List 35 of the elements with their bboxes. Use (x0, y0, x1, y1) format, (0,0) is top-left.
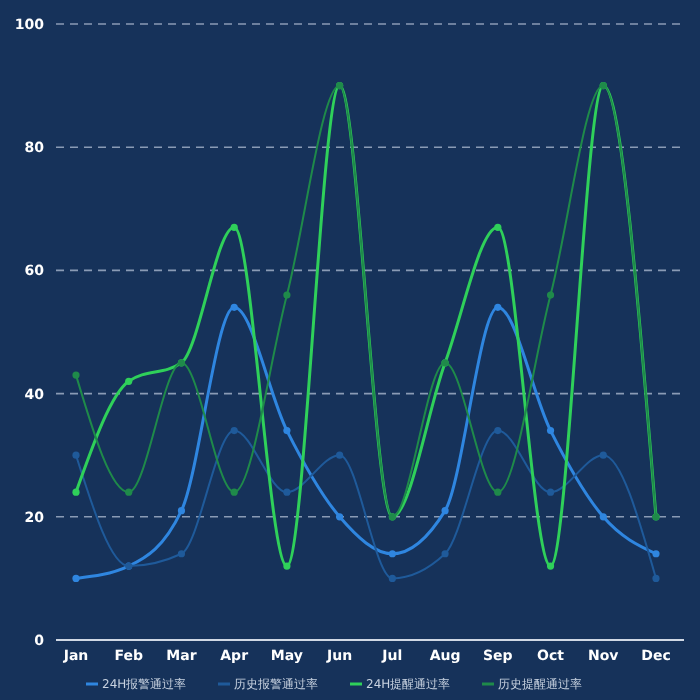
point (599, 451, 607, 459)
point (546, 426, 555, 435)
point (441, 550, 449, 558)
line-series (72, 426, 660, 582)
point (283, 488, 291, 496)
point (230, 303, 238, 311)
point (72, 371, 80, 379)
point (230, 223, 238, 231)
point (125, 377, 133, 385)
point (230, 488, 238, 496)
point (283, 562, 291, 570)
point (72, 488, 80, 496)
point (336, 451, 344, 459)
point (72, 451, 80, 459)
point (230, 426, 238, 435)
point (652, 550, 660, 558)
point (72, 574, 80, 582)
point (177, 507, 186, 515)
point (546, 488, 555, 496)
point (125, 488, 133, 496)
point (283, 291, 291, 299)
point (494, 426, 502, 435)
point (652, 574, 660, 582)
point (599, 513, 607, 521)
point (546, 562, 555, 570)
point (388, 574, 396, 582)
point (494, 303, 502, 311)
point (336, 513, 344, 521)
point (494, 223, 502, 231)
point (388, 550, 396, 558)
point (546, 291, 555, 299)
point (283, 426, 291, 435)
point (177, 550, 186, 558)
point (494, 488, 502, 496)
point (441, 507, 449, 515)
